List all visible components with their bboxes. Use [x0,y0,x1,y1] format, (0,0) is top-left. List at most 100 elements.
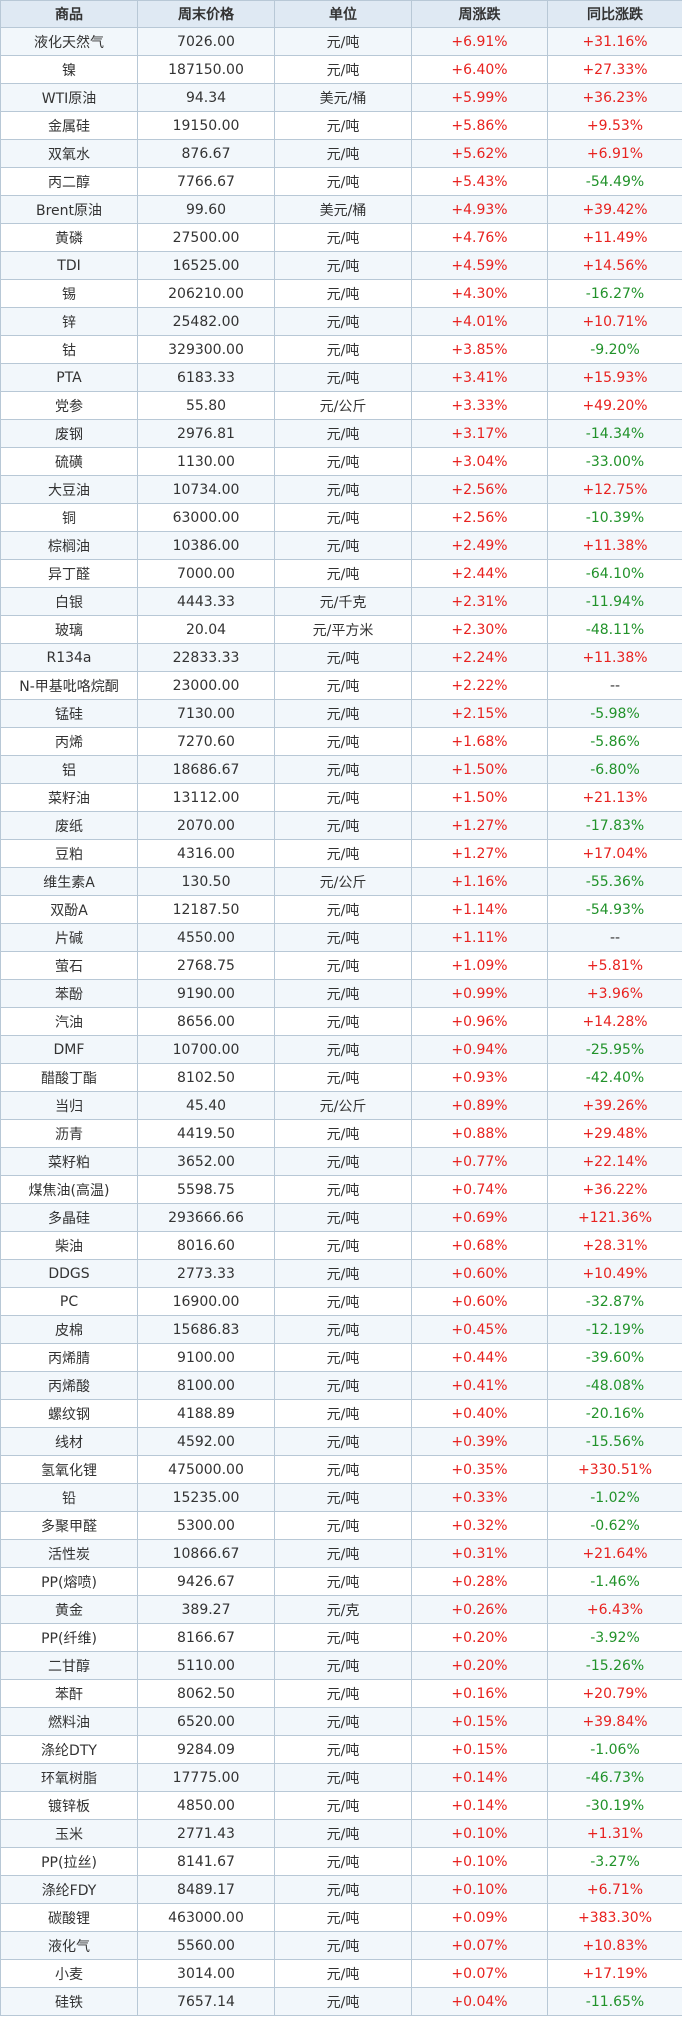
cell-price: 4419.50 [137,1119,275,1148]
cell-unit: 元/吨 [274,447,412,476]
cell-weekly-change: +0.45% [411,1315,548,1344]
table-row: TDI 16525.00 元/吨 +4.59% +14.56% [0,251,682,280]
cell-commodity: 沥青 [0,1119,138,1148]
cell-yoy-change: +36.22% [547,1175,682,1204]
cell-yoy-change: -5.86% [547,727,682,756]
cell-yoy-change: -48.08% [547,1371,682,1400]
cell-yoy-change: -16.27% [547,279,682,308]
cell-yoy-change: +6.91% [547,139,682,168]
cell-weekly-change: +0.99% [411,979,548,1008]
table-row: 小麦 3014.00 元/吨 +0.07% +17.19% [0,1959,682,1988]
cell-unit: 元/吨 [274,1623,412,1652]
cell-weekly-change: +0.14% [411,1791,548,1820]
table-row: 柴油 8016.60 元/吨 +0.68% +28.31% [0,1231,682,1260]
cell-yoy-change: +28.31% [547,1231,682,1260]
cell-price: 9426.67 [137,1567,275,1596]
cell-commodity: 碳酸锂 [0,1903,138,1932]
cell-commodity: 黄金 [0,1595,138,1624]
table-row: N-甲基吡咯烷酮 23000.00 元/吨 +2.22% -- [0,671,682,700]
cell-unit: 元/吨 [274,559,412,588]
cell-price: 2070.00 [137,811,275,840]
cell-commodity: 锌 [0,307,138,336]
cell-commodity: 液化天然气 [0,27,138,56]
cell-weekly-change: +0.41% [411,1371,548,1400]
cell-weekly-change: +3.85% [411,335,548,364]
cell-yoy-change: +17.19% [547,1959,682,1988]
table-row: 黄金 389.27 元/克 +0.26% +6.43% [0,1595,682,1624]
cell-price: 63000.00 [137,503,275,532]
cell-unit: 元/吨 [274,1147,412,1176]
cell-weekly-change: +0.40% [411,1399,548,1428]
cell-unit: 元/吨 [274,1203,412,1232]
cell-yoy-change: -10.39% [547,503,682,532]
cell-unit: 元/吨 [274,1315,412,1344]
cell-commodity: 双酚A [0,895,138,924]
cell-yoy-change: -12.19% [547,1315,682,1344]
cell-price: 13112.00 [137,783,275,812]
cell-commodity: 丙烯 [0,727,138,756]
cell-price: 16900.00 [137,1287,275,1316]
cell-commodity: 涤纶DTY [0,1735,138,1764]
cell-price: 8062.50 [137,1679,275,1708]
table-row: 燃料油 6520.00 元/吨 +0.15% +39.84% [0,1707,682,1736]
header-unit: 单位 [274,0,412,28]
table-row: WTI原油 94.34 美元/桶 +5.99% +36.23% [0,83,682,112]
cell-price: 130.50 [137,867,275,896]
cell-commodity: 小麦 [0,1959,138,1988]
cell-unit: 元/吨 [274,811,412,840]
cell-price: 463000.00 [137,1903,275,1932]
cell-commodity: 铜 [0,503,138,532]
cell-price: 8102.50 [137,1063,275,1092]
cell-price: 329300.00 [137,335,275,364]
cell-unit: 元/吨 [274,1987,412,2016]
cell-price: 45.40 [137,1091,275,1120]
cell-price: 8166.67 [137,1623,275,1652]
cell-unit: 元/吨 [274,1763,412,1792]
cell-price: 389.27 [137,1595,275,1624]
cell-yoy-change: +12.75% [547,475,682,504]
cell-yoy-change: +9.53% [547,111,682,140]
cell-weekly-change: +1.27% [411,839,548,868]
table-row: 玻璃 20.04 元/平方米 +2.30% -48.11% [0,615,682,644]
cell-price: 16525.00 [137,251,275,280]
cell-weekly-change: +0.20% [411,1623,548,1652]
cell-unit: 元/吨 [274,1343,412,1372]
cell-weekly-change: +2.30% [411,615,548,644]
cell-commodity: 硫磺 [0,447,138,476]
cell-yoy-change: +10.83% [547,1931,682,1960]
cell-commodity: 氢氧化锂 [0,1455,138,1484]
header-yoy-change: 同比涨跌 [547,0,682,28]
cell-commodity: 黄磷 [0,223,138,252]
cell-price: 18686.67 [137,755,275,784]
cell-price: 4592.00 [137,1427,275,1456]
cell-price: 19150.00 [137,111,275,140]
cell-yoy-change: +10.49% [547,1259,682,1288]
cell-yoy-change: -25.95% [547,1035,682,1064]
table-row: 当归 45.40 元/公斤 +0.89% +39.26% [0,1091,682,1120]
cell-price: 6183.33 [137,363,275,392]
cell-unit: 元/吨 [274,1427,412,1456]
table-row: 豆粕 4316.00 元/吨 +1.27% +17.04% [0,839,682,868]
cell-weekly-change: +3.17% [411,419,548,448]
table-row: 双氧水 876.67 元/吨 +5.62% +6.91% [0,139,682,168]
cell-commodity: 当归 [0,1091,138,1120]
cell-price: 876.67 [137,139,275,168]
table-row: 汽油 8656.00 元/吨 +0.96% +14.28% [0,1007,682,1036]
cell-price: 7766.67 [137,167,275,196]
cell-unit: 元/吨 [274,1175,412,1204]
cell-weekly-change: +4.01% [411,307,548,336]
cell-yoy-change: -1.06% [547,1735,682,1764]
cell-price: 8100.00 [137,1371,275,1400]
cell-weekly-change: +0.31% [411,1539,548,1568]
cell-price: 4188.89 [137,1399,275,1428]
cell-yoy-change: -3.92% [547,1623,682,1652]
cell-commodity: TDI [0,251,138,280]
cell-price: 2976.81 [137,419,275,448]
cell-weekly-change: +0.60% [411,1259,548,1288]
table-row: 党参 55.80 元/公斤 +3.33% +49.20% [0,391,682,420]
cell-yoy-change: +121.36% [547,1203,682,1232]
table-row: 片碱 4550.00 元/吨 +1.11% -- [0,923,682,952]
cell-commodity: R134a [0,643,138,672]
cell-yoy-change: +21.13% [547,783,682,812]
cell-weekly-change: +5.43% [411,167,548,196]
